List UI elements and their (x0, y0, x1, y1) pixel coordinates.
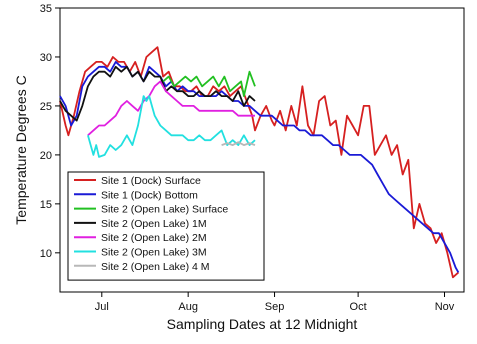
x-tick-label: Oct (350, 301, 367, 313)
legend-entry: Site 1 (Dock) Bottom (101, 189, 198, 201)
legend-box (67, 171, 265, 281)
y-axis-label: Temperature Degrees C (13, 75, 29, 224)
series-line-4 (59, 65, 256, 122)
legend-entry: Site 2 (Open Lake) 4 M (101, 261, 210, 273)
line-chart: 10 15 20 25 30 35 Jul Aug Sep Oct Nov Temperature… (13, 3, 465, 332)
y-axis: 10 15 20 25 30 35 (40, 3, 60, 260)
legend: Site 1 (Dock) Surface Site 1 (Dock) Botto… (67, 171, 265, 281)
x-tick-label: Sep (265, 301, 285, 313)
y-tick-label: 15 (40, 199, 52, 211)
series-line-5 (87, 80, 255, 136)
series-line-6 (87, 95, 256, 158)
y-tick-label: 30 (40, 52, 52, 64)
series-line-1 (59, 46, 459, 279)
y-tick-label: 25 (40, 101, 52, 113)
x-axis: Jul Aug Sep Oct Nov (95, 292, 455, 313)
x-tick-label: Aug (178, 301, 198, 313)
y-tick-label: 10 (40, 248, 52, 260)
x-tick-label: Jul (95, 301, 109, 313)
y-tick-label: 20 (40, 150, 52, 162)
legend-entry: Site 2 (Open Lake) Surface (101, 204, 228, 216)
y-tick-label: 35 (40, 3, 52, 15)
series-line-7 (221, 141, 256, 147)
legend-entry: Site 2 (Open Lake) 1M (101, 218, 207, 230)
x-tick-label: Nov (435, 301, 455, 313)
series-layer (59, 46, 460, 279)
legend-entry: Site 2 (Open Lake) 3M (101, 247, 207, 259)
x-axis-label: Sampling Dates at 12 Midnight (167, 316, 358, 332)
legend-entry: Site 1 (Dock) Surface (101, 175, 201, 187)
legend-entry: Site 2 (Open Lake) 2M (101, 232, 207, 244)
series-line-3 (162, 70, 256, 97)
